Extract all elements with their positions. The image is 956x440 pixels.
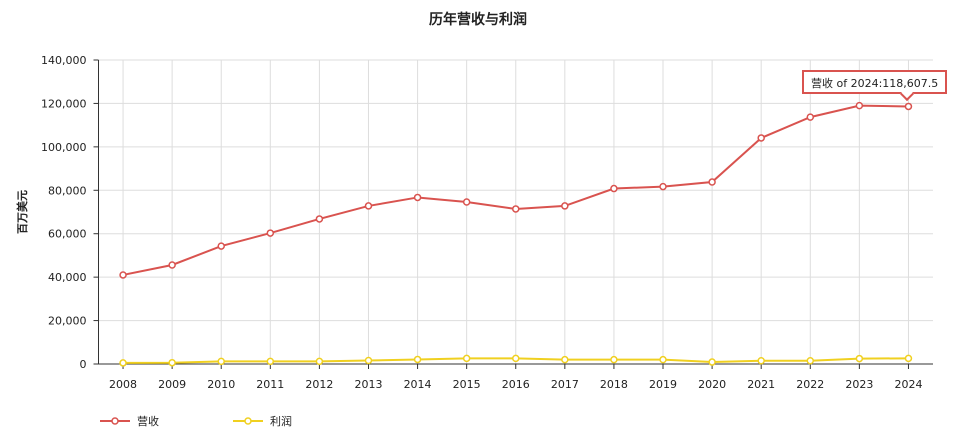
x-tick-label: 2015	[453, 378, 481, 391]
legend-label: 利润	[270, 414, 292, 428]
chart-title: 历年营收与利润	[429, 11, 527, 28]
data-point	[217, 242, 225, 250]
data-point	[806, 113, 815, 121]
data-point	[266, 229, 275, 237]
data-point	[512, 205, 520, 213]
data-point	[462, 354, 471, 363]
data-point	[855, 101, 864, 110]
data-point	[708, 358, 716, 366]
data-point	[168, 261, 176, 269]
data-point	[757, 356, 765, 365]
data-point	[364, 356, 373, 365]
data-point	[364, 202, 373, 210]
y-tick-label: 120,000	[41, 97, 87, 110]
tooltip: 营收 of 2024:118,607.5	[802, 70, 948, 94]
data-point	[315, 357, 324, 366]
y-tick-label: 80,000	[48, 184, 87, 197]
data-point	[708, 178, 716, 186]
data-point	[806, 356, 815, 365]
data-point	[512, 354, 520, 363]
data-point	[168, 358, 176, 367]
data-point	[413, 193, 422, 202]
data-point	[315, 215, 324, 223]
x-tick-label: 2019	[649, 378, 677, 391]
x-tick-label: 2017	[551, 378, 579, 391]
legend-label: 营收	[137, 414, 159, 428]
x-tick-label: 2010	[207, 378, 235, 391]
data-point	[659, 182, 667, 191]
x-tick-label: 2022	[796, 378, 824, 391]
data-point	[659, 355, 667, 364]
x-tick-label: 2008	[109, 378, 137, 391]
x-tick-label: 2009	[158, 378, 186, 391]
data-point	[119, 271, 127, 279]
data-point	[462, 198, 471, 206]
x-tick-label: 2014	[404, 378, 432, 391]
data-point	[904, 102, 913, 111]
legend-marker	[111, 417, 119, 425]
y-tick-label: 60,000	[48, 228, 87, 241]
x-tick-label: 2020	[698, 378, 726, 391]
data-point	[217, 357, 225, 366]
y-tick-label: 100,000	[41, 141, 87, 154]
legend-marker	[244, 417, 252, 425]
data-point	[904, 354, 913, 363]
x-tick-label: 2024	[894, 378, 922, 391]
data-point	[610, 355, 618, 364]
y-tick-label: 140,000	[41, 54, 87, 67]
data-point	[561, 202, 569, 210]
x-tick-label: 2021	[747, 378, 775, 391]
x-tick-label: 2012	[305, 378, 333, 391]
data-point	[610, 184, 618, 193]
data-point	[266, 357, 275, 366]
y-tick-label: 40,000	[48, 271, 87, 284]
x-tick-label: 2016	[502, 378, 530, 391]
data-point	[757, 134, 765, 142]
x-tick-label: 2018	[600, 378, 628, 391]
data-point	[413, 355, 422, 364]
y-tick-label: 20,000	[48, 315, 87, 328]
y-tick-label: 0	[80, 358, 87, 371]
x-tick-label: 2011	[256, 378, 284, 391]
data-point	[119, 359, 127, 367]
data-point	[561, 355, 569, 364]
x-tick-label: 2023	[845, 378, 873, 391]
y-axis-label: 百万美元	[15, 190, 29, 234]
data-point	[855, 354, 864, 363]
x-tick-label: 2013	[354, 378, 382, 391]
